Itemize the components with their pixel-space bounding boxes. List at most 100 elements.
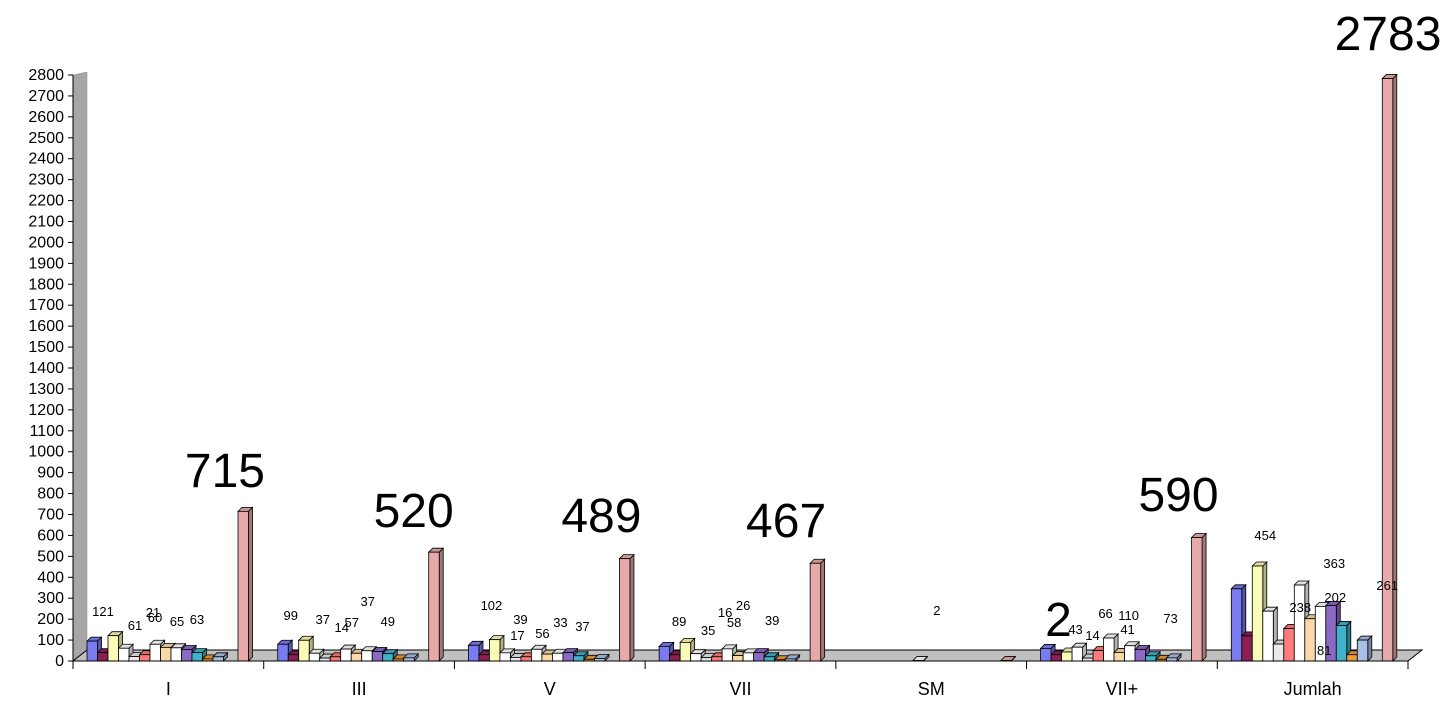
- bar: [1381, 73, 1398, 662]
- y-tick-label: 2700: [28, 88, 64, 105]
- bar: [402, 652, 420, 662]
- bar-front: [763, 656, 776, 662]
- bar-front: [86, 640, 98, 662]
- bar-front: [149, 643, 161, 662]
- data-label: 43: [1068, 622, 1082, 637]
- total-label: 715: [185, 445, 265, 498]
- bar-front: [552, 652, 564, 662]
- bar-front: [1293, 584, 1306, 662]
- bar-front: [1346, 654, 1358, 662]
- bar: [212, 651, 229, 662]
- y-tick-label: 0: [55, 653, 64, 670]
- y-tick-label: 1000: [28, 444, 64, 461]
- x-tick-label: VII+: [1106, 679, 1139, 699]
- y-tick-label: 200: [37, 611, 64, 628]
- bar-front: [1071, 646, 1083, 662]
- bar-front: [510, 657, 522, 662]
- x-axis: I III V VII SM VII+ Jumlah: [72, 660, 1409, 699]
- bar-front: [237, 510, 249, 662]
- y-tick-label: 1300: [28, 381, 64, 398]
- bar-front: [700, 657, 713, 662]
- bar-front: [1241, 635, 1253, 662]
- data-label: 21: [146, 605, 160, 620]
- bar-front: [1191, 537, 1203, 662]
- data-label: 37: [315, 612, 329, 627]
- bar-front: [1356, 639, 1369, 662]
- bar-front: [287, 654, 300, 662]
- x-tick-label: SM: [918, 679, 945, 699]
- y-tick-label: 400: [37, 569, 64, 586]
- y-tick-label: 2200: [28, 193, 64, 210]
- bar-front: [212, 656, 224, 662]
- data-label: 99: [283, 608, 297, 623]
- y-axis: 0 100 200 300 400 500 600 700 800 900 1000 1100 1200…: [28, 67, 74, 670]
- y-tick-label: 1700: [28, 297, 64, 314]
- data-label: 121: [92, 604, 114, 619]
- bar-front: [573, 655, 585, 662]
- y-tick-label: 2400: [28, 151, 64, 168]
- bar-front: [428, 551, 440, 662]
- y-tick-label: 1600: [28, 318, 64, 335]
- bar-front: [1381, 78, 1394, 662]
- bar: [618, 553, 635, 662]
- bar-front: [468, 644, 480, 662]
- bar-front: [690, 653, 702, 662]
- bar-front: [658, 645, 671, 662]
- data-label: 65: [170, 614, 184, 629]
- bar-front: [170, 647, 182, 662]
- bar-front: [1251, 565, 1264, 662]
- bar: [809, 558, 826, 662]
- x-tick-label: Jumlah: [1284, 679, 1342, 699]
- bar-side: [438, 547, 444, 662]
- data-label: 261: [1376, 578, 1398, 593]
- data-label: 35: [701, 623, 715, 638]
- bar-front: [489, 639, 501, 662]
- bar: [1165, 652, 1183, 662]
- bar: [237, 506, 254, 662]
- bar-front: [160, 646, 172, 662]
- bar: [1190, 532, 1208, 662]
- bar-front: [619, 558, 631, 662]
- data-label: 37: [575, 619, 589, 634]
- data-label: 202: [1324, 590, 1346, 605]
- bar-front: [329, 656, 342, 662]
- bar-front: [1262, 610, 1274, 662]
- total-label: 520: [374, 485, 454, 538]
- total-label: 2783: [1335, 8, 1442, 61]
- bar-side: [820, 558, 826, 662]
- bar-front: [809, 562, 822, 662]
- y-tick-label: 300: [37, 590, 64, 607]
- chart-walls: [71, 71, 1424, 662]
- y-tick-label: 2800: [28, 67, 64, 84]
- data-label: 17: [510, 628, 524, 643]
- total-label: 489: [561, 490, 641, 543]
- bar-front: [520, 656, 532, 662]
- data-label: 58: [727, 615, 741, 630]
- data-label: 14: [1085, 628, 1099, 643]
- bar-front: [732, 655, 744, 662]
- y-tick-label: 2600: [28, 109, 64, 126]
- bar-front: [298, 639, 310, 662]
- bar-front: [562, 652, 574, 662]
- bar-front: [1283, 628, 1295, 662]
- data-label: 454: [1254, 528, 1276, 543]
- data-label: 16: [718, 605, 732, 620]
- data-label: 57: [344, 615, 358, 630]
- bar-front: [711, 656, 723, 662]
- bar: [427, 547, 445, 662]
- data-label: 26: [736, 598, 750, 613]
- bar-front: [679, 641, 692, 662]
- data-label: 14: [334, 620, 348, 635]
- bar-front: [499, 652, 511, 662]
- bar-front: [361, 650, 373, 662]
- bar-front: [1304, 618, 1316, 662]
- y-tick-label: 900: [37, 465, 64, 482]
- bar-front: [531, 648, 543, 662]
- bar-front: [382, 653, 394, 662]
- bar: [784, 653, 801, 662]
- bar-front: [107, 635, 119, 662]
- bar-side: [629, 553, 635, 662]
- bar-front: [721, 648, 734, 662]
- y-tick-label: 600: [37, 527, 64, 544]
